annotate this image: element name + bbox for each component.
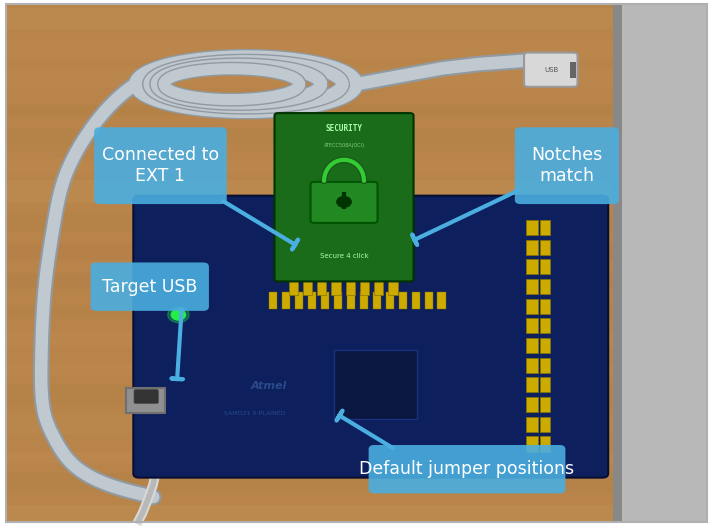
Bar <box>540 338 550 353</box>
FancyBboxPatch shape <box>515 127 619 204</box>
Bar <box>570 62 576 78</box>
Bar <box>540 318 550 333</box>
Bar <box>6 473 707 492</box>
Bar <box>359 291 368 309</box>
Bar <box>526 397 538 412</box>
Text: Connected to
EXT 1: Connected to EXT 1 <box>102 146 219 185</box>
Text: Atmel: Atmel <box>250 381 287 391</box>
Bar <box>438 291 446 309</box>
Bar <box>289 269 298 295</box>
Bar <box>526 318 538 333</box>
Bar <box>317 269 327 295</box>
Bar <box>6 179 707 203</box>
Bar <box>6 414 707 434</box>
Bar <box>386 291 394 309</box>
Bar <box>411 291 420 309</box>
Bar <box>526 279 538 294</box>
Bar <box>540 220 550 235</box>
Bar <box>540 299 550 313</box>
Bar <box>6 505 707 521</box>
Bar <box>526 220 538 235</box>
Bar <box>526 239 538 255</box>
FancyBboxPatch shape <box>369 445 565 493</box>
Bar <box>6 383 707 405</box>
Text: SECURITY: SECURITY <box>326 124 362 133</box>
Bar <box>526 377 538 392</box>
FancyBboxPatch shape <box>91 262 209 311</box>
Bar <box>6 128 707 145</box>
Bar <box>399 291 407 309</box>
Bar <box>6 273 707 289</box>
Bar <box>526 338 538 353</box>
FancyBboxPatch shape <box>275 113 414 281</box>
Bar <box>6 67 707 87</box>
Bar <box>540 358 550 373</box>
Bar <box>360 269 369 295</box>
FancyBboxPatch shape <box>133 196 608 478</box>
Bar <box>6 452 707 463</box>
Bar <box>321 291 329 309</box>
Bar <box>540 377 550 392</box>
Bar <box>308 291 316 309</box>
Bar <box>294 291 303 309</box>
FancyBboxPatch shape <box>524 53 578 87</box>
Bar <box>332 269 341 295</box>
Bar <box>6 40 707 58</box>
Bar <box>389 269 398 295</box>
Bar <box>424 291 433 309</box>
Bar <box>6 213 707 231</box>
Bar <box>6 331 707 347</box>
Bar <box>613 4 622 522</box>
Bar <box>540 397 550 412</box>
Bar <box>6 159 707 174</box>
Bar <box>334 291 342 309</box>
Bar <box>526 358 538 373</box>
Text: ATECC508A(OCI): ATECC508A(OCI) <box>324 143 364 148</box>
Bar <box>526 259 538 274</box>
FancyBboxPatch shape <box>134 390 158 403</box>
Bar <box>6 8 707 29</box>
Bar <box>269 291 277 309</box>
Circle shape <box>337 197 351 207</box>
Bar <box>540 417 550 432</box>
Text: Target USB: Target USB <box>102 278 198 296</box>
Bar <box>540 259 550 274</box>
Bar <box>282 291 290 309</box>
Bar <box>374 269 384 295</box>
FancyBboxPatch shape <box>613 4 707 522</box>
Bar <box>6 363 707 376</box>
Bar <box>346 269 355 295</box>
FancyBboxPatch shape <box>334 350 417 419</box>
Text: Secure 4 click: Secure 4 click <box>319 253 369 259</box>
Bar <box>540 437 550 451</box>
Bar <box>526 437 538 451</box>
FancyBboxPatch shape <box>94 127 227 204</box>
Circle shape <box>168 307 189 322</box>
Circle shape <box>171 309 185 320</box>
Bar <box>526 299 538 313</box>
Bar <box>540 239 550 255</box>
Bar <box>6 105 707 116</box>
Bar <box>373 291 381 309</box>
Bar <box>6 243 707 260</box>
FancyBboxPatch shape <box>126 388 165 413</box>
Text: Default jumper positions: Default jumper positions <box>359 460 575 478</box>
Text: SAMD21 X-PLAINED: SAMD21 X-PLAINED <box>224 411 286 416</box>
Bar <box>540 279 550 294</box>
Text: USB: USB <box>544 67 558 73</box>
FancyBboxPatch shape <box>311 182 378 223</box>
Bar <box>526 417 538 432</box>
Bar <box>303 269 312 295</box>
Text: Notches
match: Notches match <box>531 146 602 185</box>
Bar <box>6 306 707 318</box>
Bar <box>347 291 355 309</box>
